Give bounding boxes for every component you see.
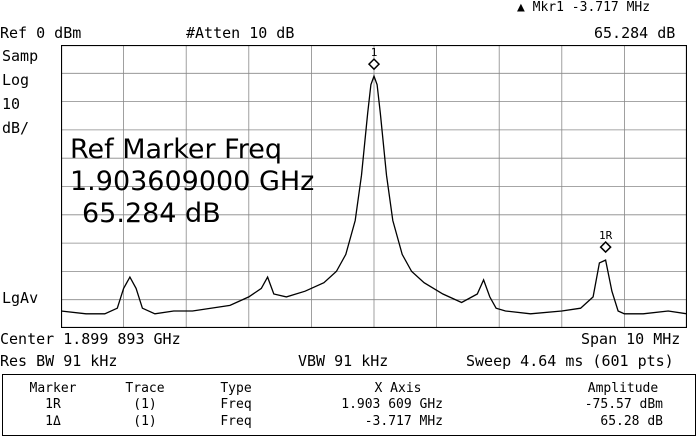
col-header-x-axis: X Axis <box>374 381 422 396</box>
atten-label: #Atten 10 dB <box>186 24 295 42</box>
scale-unit-label: dB/ <box>2 119 30 137</box>
vbw-label: VBW 91 kHz <box>298 352 389 370</box>
delta-marker-readout: ▲ Mkr1 -3.717 MHz <box>517 0 651 15</box>
table-row-1-trace: (1) <box>133 397 157 412</box>
sweep-label: Sweep 4.64 ms (601 pts) <box>466 352 674 370</box>
table-row-2-x-axis: -3.717 MHz <box>364 414 443 429</box>
marker-1-diamond <box>367 58 381 71</box>
span-label: Span 10 MHz <box>581 330 681 348</box>
table-row-1-type: Freq <box>220 397 252 412</box>
table-row-2-trace: (1) <box>133 414 157 429</box>
marker-table: Marker Trace Type X Axis Amplitude 1R (1… <box>2 374 696 436</box>
col-header-type: Type <box>220 381 252 396</box>
table-row-1-x-axis: 1.903 609 GHz <box>341 397 443 412</box>
spectrum-plot: 1 1R <box>61 45 687 328</box>
scale-type-label: Log <box>2 71 30 89</box>
scale-div-label: 10 <box>2 95 21 113</box>
overlay-title: Ref Marker Freq <box>70 134 282 165</box>
trace-line <box>61 74 687 315</box>
center-freq-label: Center 1.899 893 GHz <box>0 330 181 348</box>
table-row-2-amplitude: 65.28 dB <box>600 414 663 429</box>
marker-1r-diamond <box>599 241 612 254</box>
rbw-label: Res BW 91 kHz <box>0 352 118 370</box>
table-row-1-amplitude: -75.57 dBm <box>584 397 663 412</box>
overlay-freq: 1.903609000 GHz <box>70 166 315 197</box>
marker-1-label: 1 <box>371 46 378 59</box>
avg-type-label: LgAv <box>2 289 39 307</box>
col-header-amplitude: Amplitude <box>587 381 659 396</box>
overlay-value: 65.284 dB <box>82 198 221 229</box>
marker-value-label: 65.284 dB <box>594 24 676 42</box>
detector-label: Samp <box>2 47 39 65</box>
table-row-2-marker: 1Δ <box>45 414 61 429</box>
grid <box>61 45 687 328</box>
plot-frame <box>61 45 687 328</box>
marker-1r-label: 1R <box>599 229 613 242</box>
table-row-2-type: Freq <box>220 414 252 429</box>
col-header-marker: Marker <box>29 381 77 396</box>
ref-level-label: Ref 0 dBm <box>0 24 82 42</box>
table-row-1-marker: 1R <box>45 397 61 412</box>
col-header-trace: Trace <box>125 381 165 396</box>
